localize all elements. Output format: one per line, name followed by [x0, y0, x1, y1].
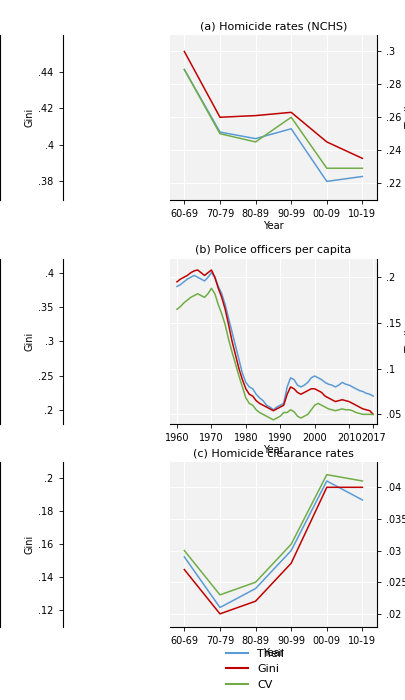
Title: (b) Police officers per capita: (b) Police officers per capita	[195, 246, 352, 256]
Y-axis label: Gini: Gini	[24, 332, 34, 351]
Legend: Theil, Gini, CV: Theil, Gini, CV	[222, 644, 289, 694]
X-axis label: Year: Year	[263, 445, 284, 455]
Y-axis label: Gini: Gini	[24, 108, 34, 127]
X-axis label: Year: Year	[263, 221, 284, 231]
X-axis label: Year: Year	[263, 648, 284, 658]
Y-axis label: Gini: Gini	[24, 535, 34, 554]
Title: (a) Homicide rates (NCHS): (a) Homicide rates (NCHS)	[200, 22, 347, 32]
Title: (c) Homicide clearance rates: (c) Homicide clearance rates	[193, 449, 354, 458]
